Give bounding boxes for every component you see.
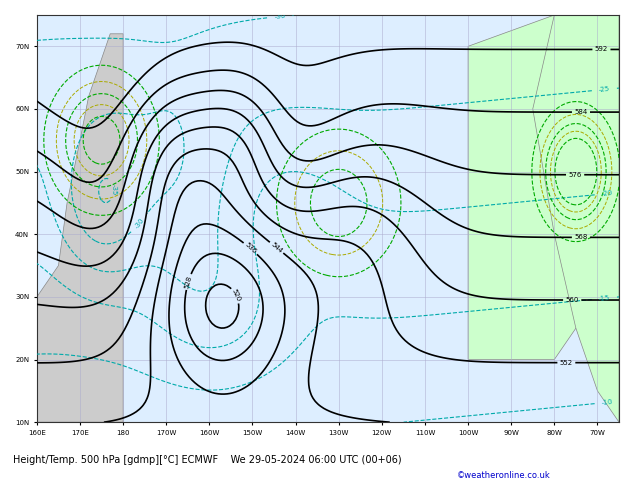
- Text: -25: -25: [598, 86, 611, 93]
- Polygon shape: [37, 34, 123, 422]
- Text: -15: -15: [598, 294, 611, 302]
- Text: 528: 528: [184, 275, 193, 289]
- Text: 584: 584: [574, 109, 588, 115]
- Text: 576: 576: [569, 172, 582, 178]
- Text: 552: 552: [560, 360, 573, 366]
- Text: -30: -30: [133, 217, 145, 229]
- Text: 592: 592: [595, 47, 608, 52]
- Polygon shape: [468, 15, 619, 360]
- Text: -20: -20: [601, 190, 613, 197]
- Text: -30: -30: [274, 13, 286, 20]
- Text: 544: 544: [269, 241, 283, 254]
- Text: 536: 536: [243, 242, 257, 255]
- Text: Height/Temp. 500 hPa [gdmp][°C] ECMWF    We 29-05-2024 06:00 UTC (00+06): Height/Temp. 500 hPa [gdmp][°C] ECMWF We…: [13, 455, 401, 465]
- Text: ©weatheronline.co.uk: ©weatheronline.co.uk: [456, 471, 550, 480]
- Text: 520: 520: [231, 288, 242, 303]
- Polygon shape: [533, 15, 619, 422]
- Text: 560: 560: [566, 297, 579, 303]
- Text: -35: -35: [110, 184, 117, 196]
- Text: -10: -10: [601, 399, 613, 406]
- Text: 568: 568: [574, 234, 588, 241]
